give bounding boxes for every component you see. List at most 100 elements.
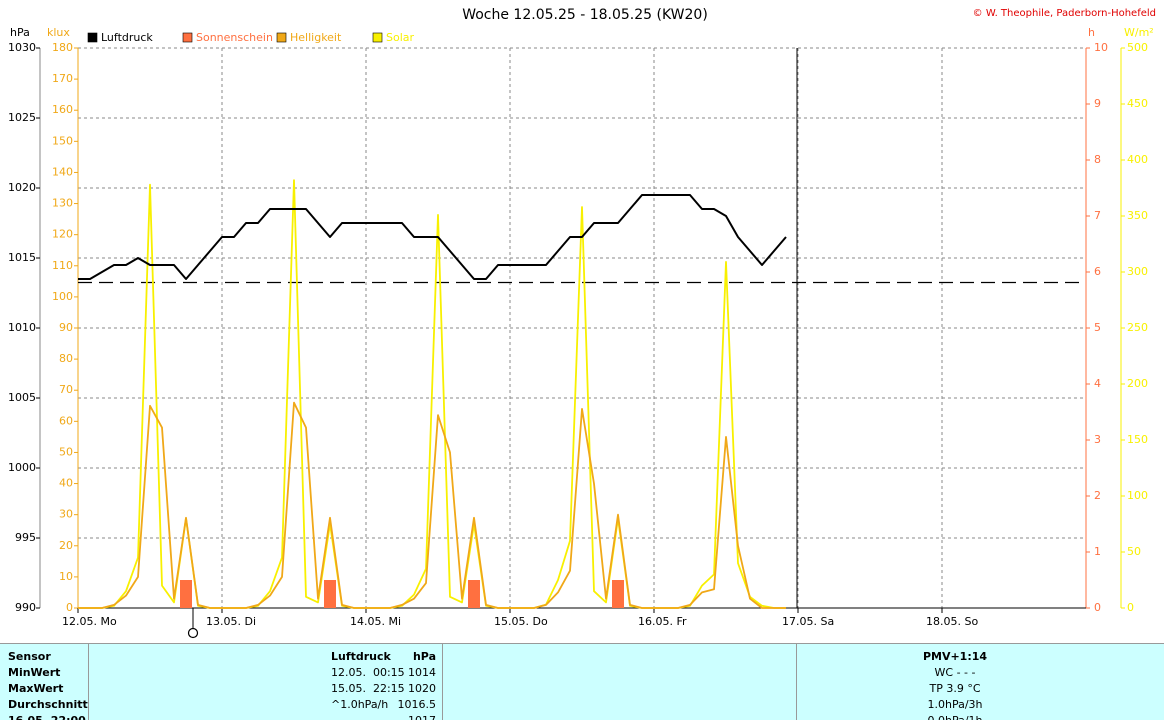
table-cell: MaxWert	[8, 682, 64, 695]
bar	[612, 580, 624, 608]
cursor-marker	[187, 627, 199, 639]
y-tick-label: 0	[1094, 601, 1101, 614]
column-separator	[796, 644, 797, 720]
y-tick-label: 150	[1127, 433, 1148, 446]
y-tick-label: 100	[1127, 489, 1148, 502]
chart: Woche 12.05.25 - 18.05.25 (KW20) © W. Th…	[8, 7, 1156, 639]
x-tick-label: 16.05. Fr	[638, 615, 687, 628]
legend-swatch	[372, 32, 383, 43]
table-cell: MinWert	[8, 666, 61, 679]
table-cell: 1016.5	[397, 698, 437, 711]
y-tick-label: 150	[52, 134, 73, 147]
copyright: © W. Theophile, Paderborn-Hohefeld	[973, 8, 1156, 19]
y-tick-label: 0	[1127, 601, 1134, 614]
table-cell: TP 3.9 °C	[929, 682, 981, 695]
y-tick-label: 30	[59, 508, 73, 521]
y-tick-label: 140	[52, 165, 73, 178]
bar	[324, 580, 336, 608]
y-tick-label: 3	[1094, 433, 1101, 446]
y-tick-label: 400	[1127, 153, 1148, 166]
legend-label: Solar	[386, 31, 415, 44]
y-tick-label: 1005	[8, 391, 36, 404]
y-tick-label: 8	[1094, 153, 1101, 166]
y-tick-label: 50	[1127, 545, 1141, 558]
table-cell: Durchschnitt	[8, 698, 88, 711]
legend-label: Helligkeit	[290, 31, 342, 44]
x-tick-label: 15.05. Do	[494, 615, 548, 628]
y-tick-label: 500	[1127, 41, 1148, 54]
y-tick-label: 40	[59, 477, 73, 490]
series-line	[78, 194, 787, 280]
y-axis-label: klux	[47, 26, 70, 39]
table-cell: Sensor	[8, 650, 51, 663]
table-cell: ^1.0hPa/h	[331, 698, 389, 711]
y-tick-label: 250	[1127, 321, 1148, 334]
y-tick-label: 990	[15, 601, 36, 614]
y-tick-label: 300	[1127, 265, 1148, 278]
y-tick-label: 4	[1094, 377, 1101, 390]
y-tick-label: 120	[52, 228, 73, 241]
chart-title: Woche 12.05.25 - 18.05.25 (KW20)	[462, 7, 708, 23]
legend-swatch	[182, 32, 193, 43]
x-tick-label: 14.05. Mi	[350, 615, 401, 628]
legend-swatch	[276, 32, 287, 43]
legend-swatch	[87, 32, 98, 43]
y-tick-label: 180	[52, 41, 73, 54]
y-tick-label: 80	[59, 352, 73, 365]
y-tick-label: 1010	[8, 321, 36, 334]
y-tick-label: 1025	[8, 111, 36, 124]
summary-table: Sensor Luftdruck hPa PMV+1:14 MinWert 12.05. …	[0, 643, 1164, 720]
series-line	[78, 401, 786, 609]
table-cell: 1020	[408, 682, 436, 695]
x-tick-label: 12.05. Mo	[62, 615, 117, 628]
table-cell: Luftdruck	[331, 650, 391, 663]
y-tick-label: 2	[1094, 489, 1101, 502]
x-tick-label: 18.05. So	[926, 615, 978, 628]
y-tick-label: 170	[52, 72, 73, 85]
y-axis-label: W/m²	[1124, 26, 1154, 39]
y-tick-label: 0	[66, 601, 73, 614]
table-cell: 0.0hPa/1h	[855, 714, 1055, 720]
x-tick-label: 13.05. Di	[206, 615, 256, 628]
y-tick-label: 9	[1094, 97, 1101, 110]
column-separator	[442, 644, 443, 720]
y-tick-label: 1000	[8, 461, 36, 474]
y-tick-label: 350	[1127, 209, 1148, 222]
table-cell: 1014	[408, 666, 436, 679]
y-tick-label: 20	[59, 539, 73, 552]
legend-label: Luftdruck	[101, 31, 153, 44]
y-tick-label: 1030	[8, 41, 36, 54]
bar	[468, 580, 480, 608]
y-axis-label: hPa	[10, 26, 30, 39]
y-axis-label: h	[1088, 26, 1095, 39]
y-tick-label: 995	[15, 531, 36, 544]
y-tick-label: 6	[1094, 265, 1101, 278]
y-tick-label: 5	[1094, 321, 1101, 334]
y-tick-label: 160	[52, 103, 73, 116]
y-tick-label: 90	[59, 321, 73, 334]
y-tick-label: 50	[59, 445, 73, 458]
y-tick-label: 110	[52, 259, 73, 272]
table-cell: 1.0hPa/3h	[927, 698, 983, 711]
x-tick-label: 17.05. Sa	[782, 615, 834, 628]
y-tick-label: 200	[1127, 377, 1148, 390]
y-tick-label: 10	[59, 570, 73, 583]
y-tick-label: 1020	[8, 181, 36, 194]
legend-label: Sonnenschein	[196, 31, 273, 44]
y-tick-label: 7	[1094, 209, 1101, 222]
bar	[180, 580, 192, 608]
y-tick-label: 1015	[8, 251, 36, 264]
table-cell: hPa	[412, 650, 436, 663]
y-tick-label: 60	[59, 414, 73, 427]
y-tick-label: 10	[1094, 41, 1108, 54]
y-tick-label: 1	[1094, 545, 1101, 558]
y-tick-label: 100	[52, 290, 73, 303]
table-cell: WC - - -	[934, 666, 976, 679]
table-cell: PMV+1:14	[922, 650, 988, 663]
table-cell: 1017	[408, 714, 436, 720]
table-cell: 15.05. 22:15	[331, 682, 405, 695]
y-tick-label: 130	[52, 197, 73, 210]
table-cell: 12.05. 00:15	[331, 666, 405, 679]
y-tick-label: 70	[59, 383, 73, 396]
